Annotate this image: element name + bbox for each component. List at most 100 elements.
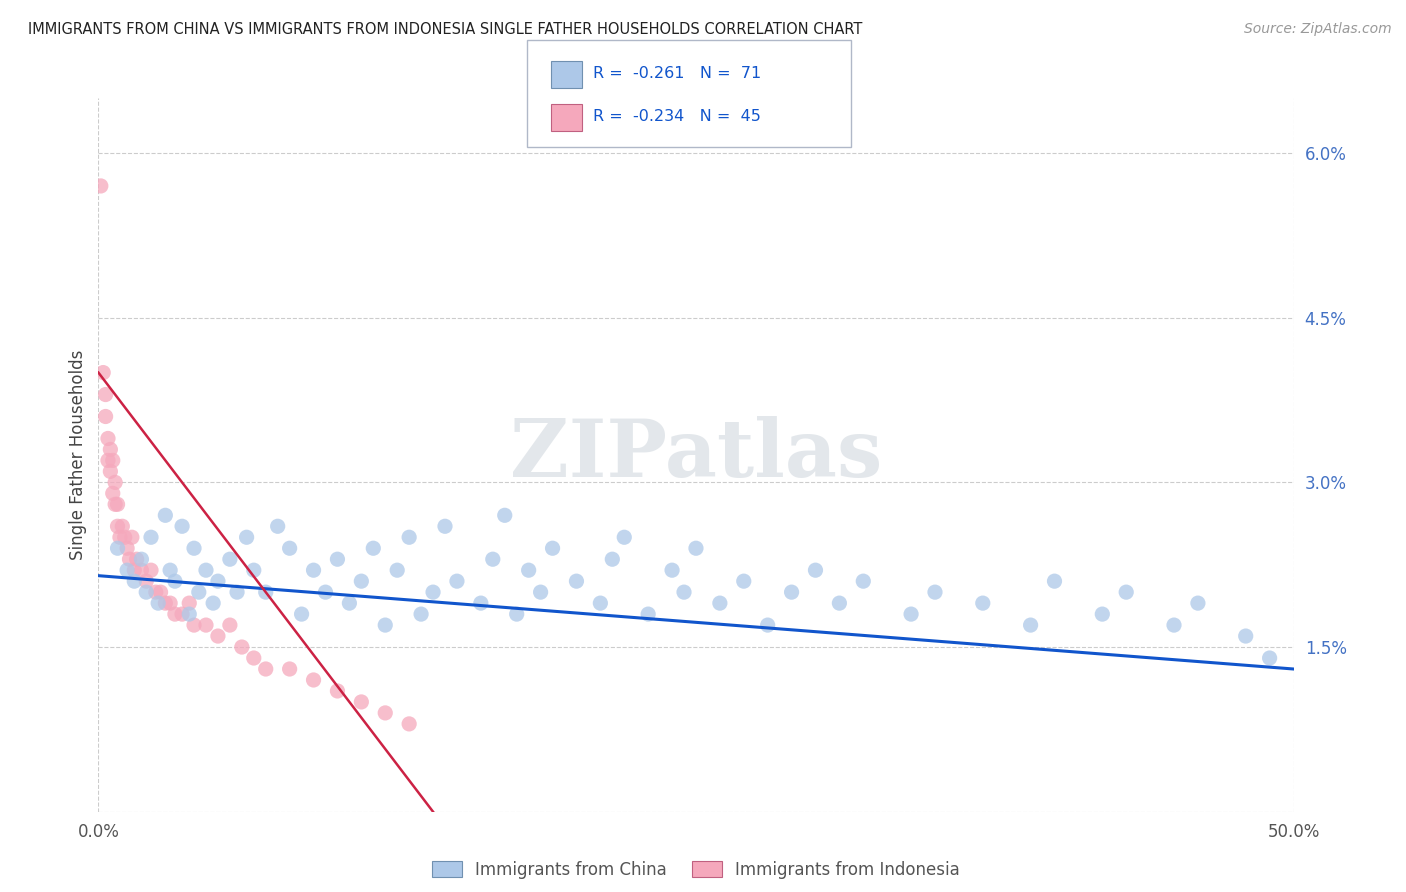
Point [159, 563, 181, 577]
Point [219, 618, 242, 632]
Point [91, 366, 114, 380]
Point [290, 607, 312, 621]
Point [1163, 618, 1185, 632]
Point [148, 596, 170, 610]
Point [254, 662, 277, 676]
Point [804, 563, 827, 577]
Point [163, 607, 186, 621]
Point [98, 442, 122, 457]
Point [541, 541, 564, 556]
Point [972, 596, 994, 610]
Point [363, 541, 385, 556]
Point [219, 552, 242, 566]
Point [709, 596, 731, 610]
Point [115, 563, 138, 577]
Point [179, 607, 201, 621]
Point [326, 684, 349, 698]
Point [1258, 651, 1281, 665]
Point [124, 574, 146, 589]
Point [90, 178, 112, 193]
Point [637, 607, 659, 621]
Point [374, 706, 396, 720]
Point [243, 563, 266, 577]
Point [107, 541, 129, 556]
Point [517, 563, 540, 577]
Point [183, 618, 205, 632]
Point [114, 530, 136, 544]
Point [278, 541, 301, 556]
Point [422, 585, 444, 599]
Y-axis label: Single Father Households: Single Father Households [69, 350, 87, 560]
Point [756, 618, 779, 632]
Point [481, 552, 505, 566]
Point [172, 607, 194, 621]
Point [135, 585, 157, 599]
Point [661, 563, 683, 577]
Point [207, 574, 229, 589]
Point [194, 563, 217, 577]
Point [828, 596, 851, 610]
Point [494, 508, 516, 523]
Point [155, 508, 177, 523]
Point [267, 519, 290, 533]
Point [385, 563, 409, 577]
Text: Source: ZipAtlas.com: Source: ZipAtlas.com [1244, 22, 1392, 37]
Point [733, 574, 755, 589]
Point [104, 475, 127, 490]
Point [350, 574, 373, 589]
Point [104, 497, 127, 511]
Point [900, 607, 922, 621]
Point [337, 596, 360, 610]
Point [183, 541, 205, 556]
Point [433, 519, 456, 533]
Point [94, 409, 117, 424]
Point [101, 486, 124, 500]
Point [194, 618, 217, 632]
Point [1019, 618, 1042, 632]
Point [315, 585, 337, 599]
Point [1234, 629, 1257, 643]
Point [302, 563, 325, 577]
Point [278, 662, 301, 676]
Point [94, 387, 117, 401]
Point [135, 574, 157, 589]
Point [446, 574, 468, 589]
Point [506, 607, 529, 621]
Point [235, 530, 257, 544]
Point [924, 585, 946, 599]
Point [398, 717, 420, 731]
Point [159, 596, 181, 610]
Legend: Immigrants from China, Immigrants from Indonesia: Immigrants from China, Immigrants from I… [425, 855, 967, 886]
Point [163, 574, 186, 589]
Point [231, 640, 253, 654]
Point [155, 596, 177, 610]
Point [118, 552, 141, 566]
Point [565, 574, 588, 589]
Point [172, 519, 194, 533]
Point [589, 596, 612, 610]
Point [226, 585, 249, 599]
Point [131, 552, 153, 566]
Point [107, 497, 129, 511]
Point [685, 541, 707, 556]
Point [613, 530, 636, 544]
Point [179, 596, 201, 610]
Point [207, 629, 229, 643]
Point [108, 530, 131, 544]
Point [470, 596, 492, 610]
Point [124, 563, 146, 577]
Text: R =  -0.261   N =  71: R = -0.261 N = 71 [593, 65, 762, 80]
Point [302, 673, 325, 687]
Point [121, 530, 143, 544]
Point [374, 618, 396, 632]
Point [1187, 596, 1209, 610]
Point [111, 519, 134, 533]
Point [187, 585, 209, 599]
Point [1115, 585, 1137, 599]
Point [350, 695, 373, 709]
Point [97, 432, 120, 446]
Point [673, 585, 696, 599]
Point [139, 563, 162, 577]
Text: ZIPatlas: ZIPatlas [510, 416, 882, 494]
Point [202, 596, 225, 610]
